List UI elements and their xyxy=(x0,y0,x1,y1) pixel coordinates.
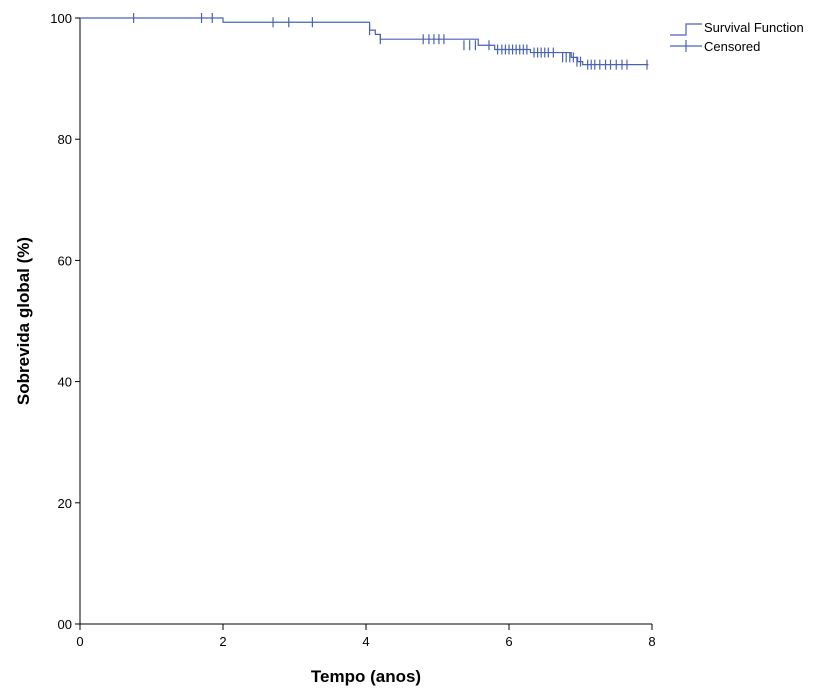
y-ticks: 00 20 40 60 80 100 xyxy=(50,11,80,632)
censored-markers xyxy=(134,13,647,70)
legend-survival-label: Survival Function xyxy=(704,20,804,35)
x-tick-label: 8 xyxy=(648,634,655,649)
legend-survival-swatch xyxy=(670,24,702,35)
x-tick-label: 0 xyxy=(76,634,83,649)
y-tick-label: 40 xyxy=(58,375,72,390)
y-tick-label: 60 xyxy=(58,253,72,268)
y-tick-label: 00 xyxy=(58,617,72,632)
x-tick-label: 6 xyxy=(505,634,512,649)
x-ticks: 0 2 4 6 8 xyxy=(76,624,655,649)
y-axis-title: Sobrevida global (%) xyxy=(14,237,33,405)
legend-censored-label: Censored xyxy=(704,39,760,54)
y-tick-label: 20 xyxy=(58,496,72,511)
x-axis-title: Tempo (anos) xyxy=(311,667,421,686)
y-tick-label: 100 xyxy=(50,11,72,26)
x-tick-label: 4 xyxy=(362,634,369,649)
legend: Survival Function Censored xyxy=(670,20,804,54)
y-tick-label: 80 xyxy=(58,132,72,147)
x-tick-label: 2 xyxy=(219,634,226,649)
